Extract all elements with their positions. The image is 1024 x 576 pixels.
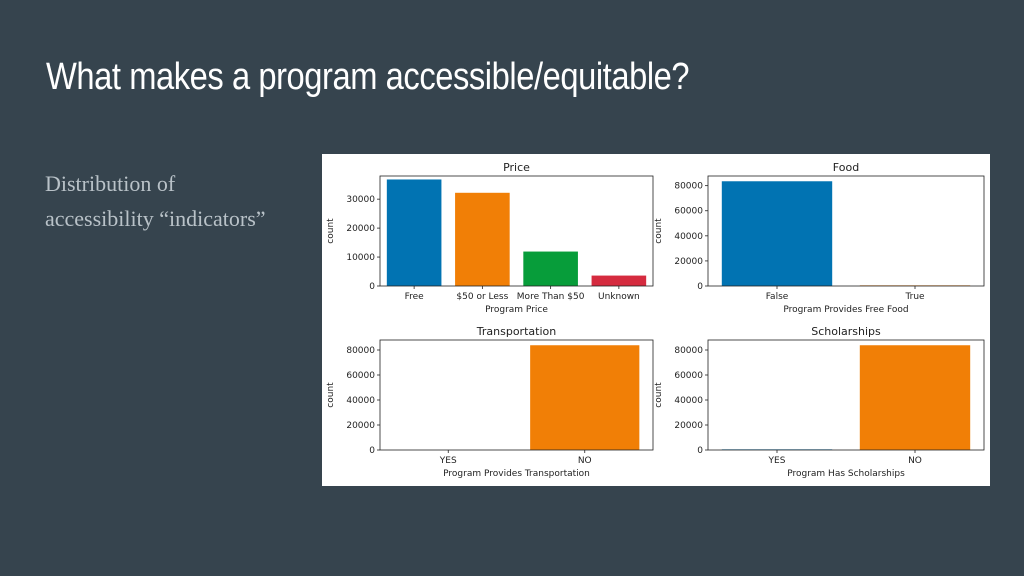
plot-frame	[379, 339, 654, 451]
x-tick-label: True	[904, 292, 925, 302]
x-axis-label: Program Price	[485, 305, 548, 315]
y-tick-label: 0	[369, 446, 375, 456]
y-axis-label: count	[326, 218, 336, 244]
bar	[455, 192, 510, 286]
x-tick-label: Free	[405, 292, 425, 302]
y-axis-label: count	[326, 382, 336, 408]
x-tick-label: YES	[439, 456, 457, 466]
y-tick-label: 0	[697, 446, 703, 456]
y-tick-label: 60000	[674, 371, 703, 381]
subtitle-line-2: accessibility “indicators”	[45, 206, 266, 231]
y-tick-label: 20000	[674, 421, 703, 431]
y-tick-label: 80000	[674, 182, 703, 192]
chart-title: Price	[503, 161, 530, 174]
y-tick-label: 60000	[346, 371, 375, 381]
plot-frame	[707, 175, 985, 287]
y-tick-label: 80000	[674, 346, 703, 356]
slide-title: What makes a program accessible/equitabl…	[46, 56, 690, 98]
x-axis-label: Program Provides Free Food	[783, 305, 908, 315]
y-tick-label: 80000	[346, 346, 375, 356]
y-tick-label: 60000	[674, 207, 703, 217]
bar	[386, 179, 442, 286]
y-tick-label: 10000	[346, 253, 375, 263]
chart-title: Transportation	[476, 325, 556, 338]
x-axis-label: Program Has Scholarships	[787, 469, 905, 479]
y-tick-label: 20000	[674, 257, 703, 267]
subtitle-line-1: Distribution of	[45, 171, 176, 196]
bar	[721, 181, 833, 286]
x-tick-label: False	[766, 292, 789, 302]
plot-frame	[379, 175, 654, 287]
chart-panel: Price 0 10000 20000 30000 Free $50 or Less More…	[322, 154, 990, 486]
x-tick-label: YES	[768, 456, 786, 466]
x-tick-label: $50 or Less	[456, 292, 508, 302]
y-tick-label: 30000	[346, 195, 375, 205]
y-tick-label: 0	[697, 282, 703, 292]
y-tick-label: 20000	[346, 421, 375, 431]
bar	[591, 275, 647, 286]
bar	[859, 345, 971, 450]
x-axis-label: Program Provides Transportation	[443, 469, 590, 479]
y-tick-label: 40000	[346, 396, 375, 406]
charts-svg: Price 0 10000 20000 30000 Free $50 or Less More…	[326, 161, 985, 479]
chart-title: Food	[833, 161, 859, 174]
bar	[523, 251, 578, 286]
y-tick-label: 40000	[674, 232, 703, 242]
y-tick-label: 40000	[674, 396, 703, 406]
bar	[530, 345, 640, 450]
y-tick-label: 0	[369, 282, 375, 292]
y-axis-label: count	[654, 382, 664, 408]
plot-frame	[707, 339, 985, 451]
x-tick-label: NO	[908, 456, 922, 466]
y-axis-label: count	[654, 218, 664, 244]
x-tick-label: More Than $50	[517, 292, 585, 302]
slide-subtitle: Distribution of accessibility “indicator…	[45, 166, 315, 236]
x-tick-label: Unknown	[598, 292, 640, 302]
chart-title: Scholarships	[811, 325, 881, 338]
x-tick-label: NO	[578, 456, 592, 466]
y-tick-label: 20000	[346, 224, 375, 234]
